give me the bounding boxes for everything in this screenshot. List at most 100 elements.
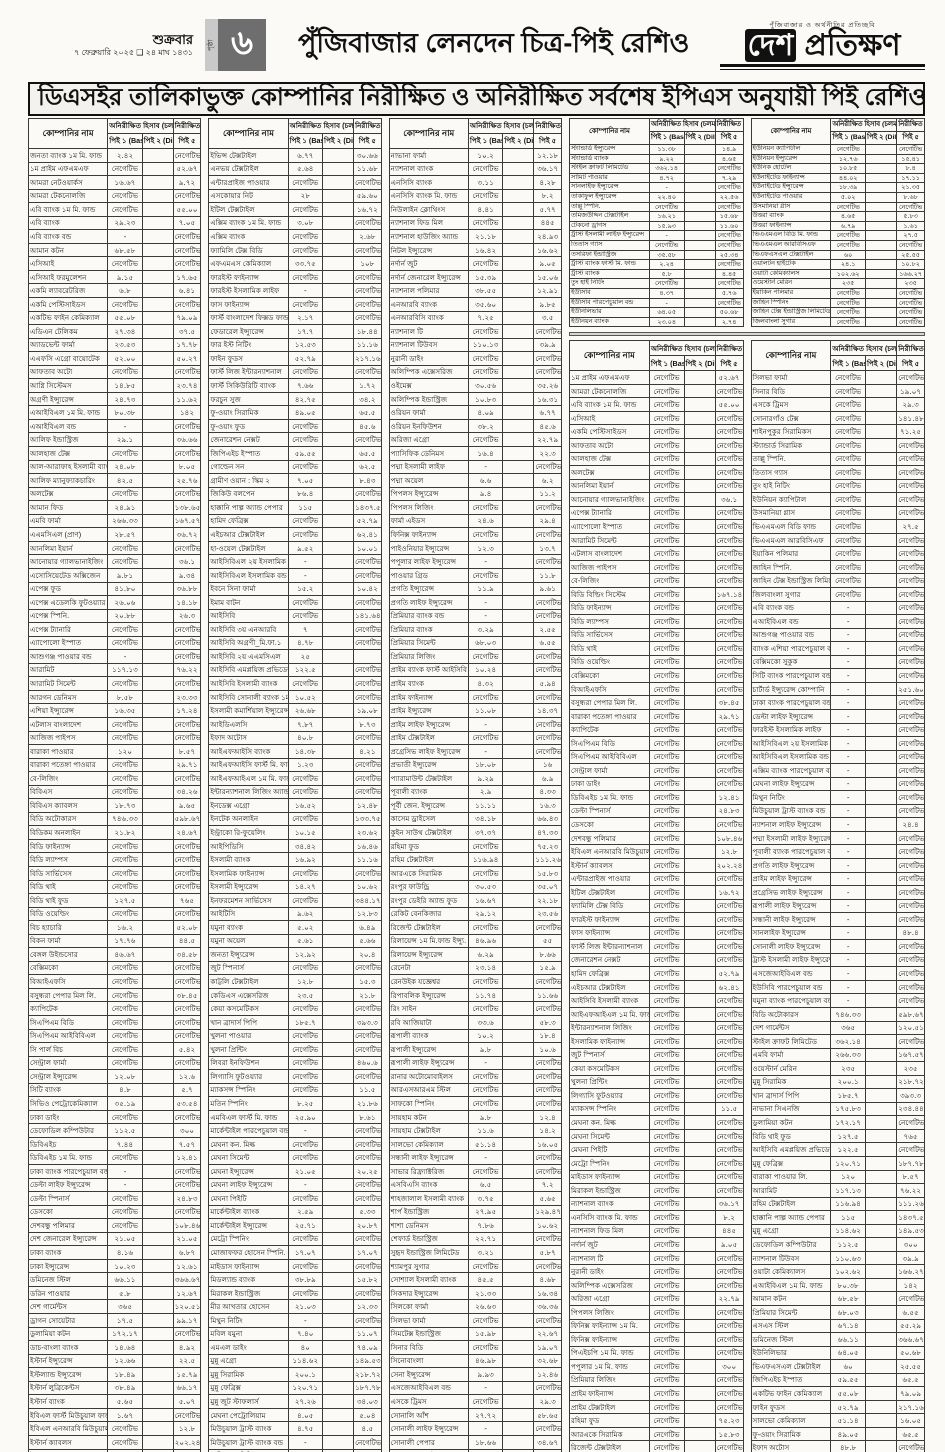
- company-name-cell: বিকন ফার্মা: [27, 933, 109, 949]
- pe-value-cell: ১০৮.৪৬: [172, 1218, 202, 1233]
- company-name-cell: মিউচুয়াল ট্রাস্ট ব্যাংক বন্ড: [750, 803, 832, 819]
- company-name-cell: আনোয়ার গ্যালভানাইজিং: [569, 492, 650, 507]
- pe-value-cell: ৪৫.৬: [353, 418, 382, 434]
- pe-value-cell: নেগেটিভ: [648, 370, 685, 385]
- pe-value-cell: [864, 230, 898, 241]
- unaudited-header: অনিরীক্ষিত হিসাব (চলমান প্রক্রিয়া অনুযা…: [287, 118, 355, 134]
- company-name-cell: মুন্নু সিরামিক: [208, 1367, 289, 1382]
- table-row: ডেল্টা স্পিনার্স নেগেটিভ ২৪.৮৩: [27, 1191, 202, 1206]
- company-name-cell: ঢাকা ব্যাংক: [27, 1245, 109, 1260]
- pe-value-cell: [141, 175, 174, 190]
- table-row: নাভানা ফার্মা ১০.২ ১২.১৮: [388, 148, 562, 163]
- company-name-cell: মেট্রো স্পিনিং: [208, 1231, 289, 1247]
- table-row: সোনালী লাইফ ইন্স্যুরেন্স - নেগেটিভ: [388, 1421, 562, 1436]
- pe-value-cell: ৫৫: [533, 933, 562, 949]
- pe-value-cell: ৭.৪০: [287, 1326, 324, 1342]
- table-row: খুলনা প্রিন্টিং নেগেটিভ নেগেটিভ: [208, 1042, 382, 1057]
- pe-value-cell: [502, 432, 535, 448]
- pe-value-cell: -: [107, 1164, 143, 1179]
- company-name-cell: ইফাদ অটোস: [750, 1440, 832, 1452]
- pe-value-cell: ৪৬০.৬: [353, 1055, 382, 1071]
- company-name-cell: সোশ্যাল ইসলামী ব্যাংক: [388, 1272, 469, 1287]
- pe-value-cell: [141, 676, 174, 691]
- pe-value-cell: [141, 1204, 174, 1220]
- pe-value-cell: [322, 1123, 355, 1138]
- table-row: ইস্টার্ন ইন্স্যুরেন্স ১২.৬৬ ২২.৫: [27, 1353, 202, 1369]
- company-name-cell: লিগ্যাসি ফুটওয়্যার: [208, 1069, 289, 1084]
- company-name-cell: সেন্ট্রাল ইন্স্যুরেন্স: [27, 1069, 109, 1084]
- pe-value-cell: নেগেটিভ: [648, 1156, 685, 1171]
- pe-value-cell: নেগেটিভ: [172, 256, 202, 271]
- pe-value-cell: নেগেটিভ: [648, 1169, 685, 1185]
- company-name-cell: ফরচুন সুজ: [208, 391, 289, 407]
- company-name-cell: ডুলামিয়া কটন: [750, 1115, 832, 1130]
- pe-value-cell: [864, 736, 898, 751]
- pe-value-cell: নেগেটিভ: [896, 1440, 925, 1452]
- pe-value-cell: ৩৯.৯: [533, 337, 562, 353]
- pe-value-cell: নেগেটিভ: [287, 459, 324, 475]
- table-row: বিডি সার্ভিসেস নেগেটিভ নেগেটিভ: [569, 627, 744, 643]
- table-row: ফারইস্ট ইসলামিক লাইফ - নেগেটিভ: [208, 283, 382, 298]
- pe-value-cell: ১৬.৪২: [467, 242, 504, 258]
- company-name-cell: বিডি ওয়েল্ডিং: [27, 906, 109, 922]
- pe-value-cell: নেগেটিভ: [107, 987, 143, 1003]
- pe-value-cell: ৫.০২: [830, 191, 866, 203]
- pe-value-cell: ১৬৭.১৪: [714, 587, 744, 602]
- table-row: প্রভাতী ইন্স্যুরেন্স ১৮.০৮ ১৬: [388, 757, 562, 773]
- pe-value-cell: [322, 405, 355, 420]
- pe-value-cell: নেগেটিভ: [714, 505, 744, 521]
- company-name-cell: মেঘনা পেট্রোলিয়াম: [208, 1407, 289, 1423]
- pe-value-cell: নেগেটিভ: [287, 1285, 324, 1301]
- pe-value-cell: নেগেটিভ: [714, 898, 744, 914]
- table-row: ফাস ফাইন্যান্স নেগেটিভ নেগেটিভ: [569, 925, 744, 941]
- table-body: নাভানা ফার্মা ১০.২ ১২.১৮ ন্যাশনাল ব্যাংক নেগ…: [388, 148, 562, 1452]
- table-row: পদ্মা ইসলামী লাইফ - নেগেটিভ: [388, 459, 562, 475]
- pe-value-cell: [683, 1440, 716, 1452]
- newspaper-logo: দেশ প্রতিক্ষণ: [720, 29, 925, 62]
- pe-value-cell: ১৪.২৭: [287, 879, 324, 895]
- pe-value-cell: [683, 201, 716, 213]
- company-name-cell: মেঘনা কন. মিল্ক: [208, 1136, 289, 1152]
- company-name-cell: মুন্নু সিরামিক: [750, 1074, 832, 1090]
- pe-value-cell: [322, 635, 355, 651]
- pe-value-cell: [322, 364, 355, 380]
- pe-value-cell: ১২০.৫১: [896, 1020, 925, 1036]
- table-header: কোম্পানির নাম অনিরীক্ষিত হিসাব (চলমান প্…: [750, 118, 925, 145]
- pe-value-cell: নেগেটিভ: [714, 1074, 744, 1090]
- pe-value-cell: [502, 1123, 535, 1138]
- pe-value-cell: [141, 838, 174, 854]
- table-row: এটলাস বাংলাদেশ নেগেটিভ নেগেটিভ: [27, 716, 202, 732]
- pe-value-cell: নেগেটিভ: [107, 771, 143, 786]
- table-row: সেন্ট্রাল ফার্মা নেগেটিভ নেগেটিভ: [27, 1055, 202, 1071]
- pe-value-cell: ৬৪.০৫: [830, 1345, 866, 1361]
- pe-value-cell: ১১৬.৯৪: [467, 852, 504, 867]
- company-name-cell: আনোয়ার গ্যালভানাইজিং: [27, 554, 109, 569]
- pe-value-cell: [864, 163, 898, 174]
- pe-value-cell: [502, 554, 535, 569]
- pe-value-cell: [864, 790, 898, 805]
- table-row: সিটি ব্যাংক ৪.৮ ৫.৭: [27, 1082, 202, 1098]
- pe-value-cell: ৫১.১৪: [830, 1413, 866, 1428]
- pe-value-cell: [322, 974, 355, 989]
- pe-value-cell: [322, 215, 355, 231]
- pe-value-cell: নেগেটিভ: [714, 1305, 744, 1320]
- pe-value-cell: নেগেটিভ: [714, 993, 744, 1008]
- pe-value-cell: ৪.৬৫: [714, 153, 744, 165]
- pe-value-cell: [141, 1082, 174, 1098]
- pe-value-cell: নেগেটিভ: [467, 1340, 504, 1355]
- pe-value-cell: -: [830, 817, 866, 832]
- pe1-header: পিই ১ (Basic): [830, 131, 866, 145]
- pe-value-cell: [864, 259, 898, 270]
- company-name-cell: ওয়েস্টার্ন মেরিন: [750, 1061, 832, 1076]
- company-name-cell: সামিট পাওয়ার: [569, 172, 650, 184]
- company-name-cell: বারাকা পতেঙ্গা পাওয়ার: [569, 708, 650, 724]
- pe-value-cell: ১৫.৯৮: [467, 1326, 504, 1342]
- company-name-cell: জিলবাংলা সুগার: [750, 587, 832, 602]
- pe-value-cell: [502, 1326, 535, 1342]
- pe-value-cell: [864, 1264, 898, 1279]
- pe-value-cell: -: [830, 695, 866, 710]
- table-row: প্রগতি ইন্স্যুরেন্স ১১.৯ ৯.৬১: [388, 581, 562, 597]
- pe-value-cell: [502, 744, 535, 759]
- pe-value-cell: ৫২.৬৭: [714, 370, 744, 385]
- day-of-week: শুক্রবার: [152, 31, 193, 47]
